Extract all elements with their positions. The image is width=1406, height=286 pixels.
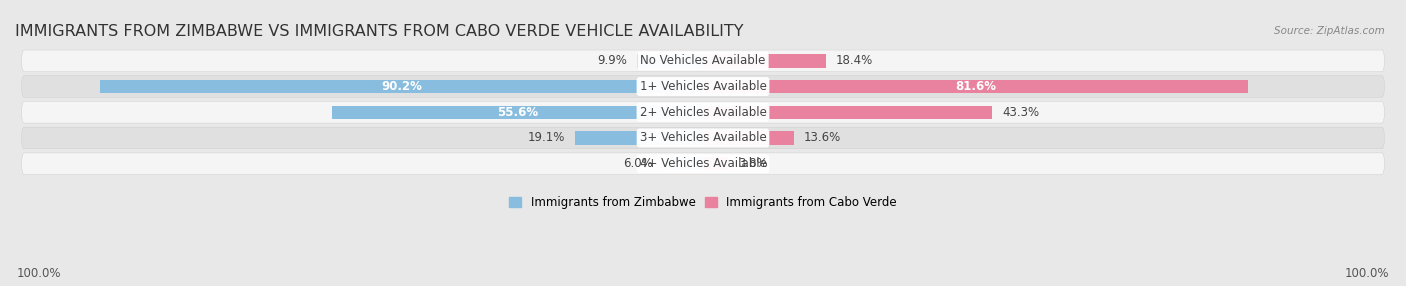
Bar [575,131,703,145]
FancyBboxPatch shape [21,76,1385,97]
Text: 6.0%: 6.0% [623,157,652,170]
Text: 100.0%: 100.0% [1344,267,1389,280]
Bar [703,157,728,170]
Bar [637,54,703,67]
Text: 100.0%: 100.0% [17,267,62,280]
Legend: Immigrants from Zimbabwe, Immigrants from Cabo Verde: Immigrants from Zimbabwe, Immigrants fro… [505,191,901,214]
Text: 13.6%: 13.6% [804,132,841,144]
Bar [662,157,703,170]
FancyBboxPatch shape [21,102,1385,123]
Text: No Vehicles Available: No Vehicles Available [640,54,766,67]
Text: 3+ Vehicles Available: 3+ Vehicles Available [640,132,766,144]
Text: Source: ZipAtlas.com: Source: ZipAtlas.com [1274,26,1385,36]
Text: 2+ Vehicles Available: 2+ Vehicles Available [640,106,766,119]
Text: 55.6%: 55.6% [496,106,538,119]
Text: 90.2%: 90.2% [381,80,422,93]
Bar [703,54,825,67]
FancyBboxPatch shape [21,127,1385,149]
Bar [703,80,1249,93]
Bar [332,106,703,119]
FancyBboxPatch shape [21,50,1385,72]
Bar [703,106,993,119]
Text: 1+ Vehicles Available: 1+ Vehicles Available [640,80,766,93]
Text: 4+ Vehicles Available: 4+ Vehicles Available [640,157,766,170]
Text: 9.9%: 9.9% [598,54,627,67]
FancyBboxPatch shape [21,153,1385,174]
Text: IMMIGRANTS FROM ZIMBABWE VS IMMIGRANTS FROM CABO VERDE VEHICLE AVAILABILITY: IMMIGRANTS FROM ZIMBABWE VS IMMIGRANTS F… [15,23,744,39]
Bar [703,131,794,145]
Text: 81.6%: 81.6% [955,80,995,93]
Text: 18.4%: 18.4% [837,54,873,67]
Bar [100,80,703,93]
Text: 3.8%: 3.8% [738,157,768,170]
Text: 43.3%: 43.3% [1002,106,1039,119]
Text: 19.1%: 19.1% [529,132,565,144]
